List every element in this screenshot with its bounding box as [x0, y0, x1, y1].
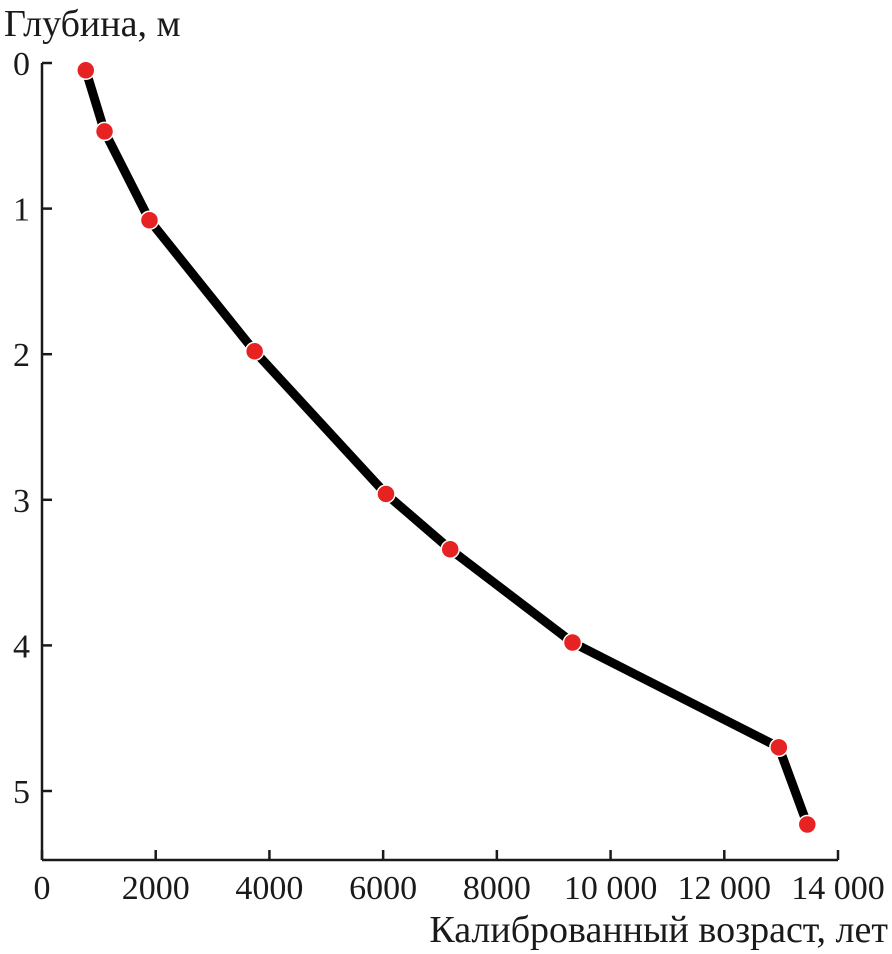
x-tick-label: 14 000	[791, 870, 885, 907]
data-point	[94, 121, 115, 142]
data-point	[440, 539, 460, 560]
y-tick-label: 0	[13, 46, 30, 83]
series-group	[76, 60, 818, 835]
x-tick-label: 0	[34, 870, 51, 907]
y-tick-label: 4	[13, 628, 30, 665]
x-tick-label: 6000	[349, 870, 417, 907]
x-tick-label: 4000	[235, 870, 303, 907]
y-tick-label: 3	[13, 483, 30, 520]
data-point	[376, 484, 396, 504]
y-tick-label: 1	[13, 192, 30, 229]
x-tick-label: 2000	[122, 870, 190, 907]
data-point	[139, 210, 160, 230]
data-point	[244, 341, 265, 362]
x-tick-label: 12 000	[678, 870, 772, 907]
x-tick-label: 10 000	[564, 870, 658, 907]
x-axis-title: Калиброванный возраст, лет	[429, 909, 888, 951]
y-tick-label: 5	[13, 774, 30, 811]
x-tick-label: 8000	[463, 870, 531, 907]
data-point	[76, 60, 96, 81]
data-point	[562, 632, 583, 653]
data-point	[797, 814, 818, 835]
data-point	[769, 737, 789, 758]
y-axis-title: Глубина, м	[4, 3, 181, 45]
series-line	[81, 65, 812, 829]
axes: 0 2000 4000 6000 8000 10 000 12 000 14 000 0 1 2 3 4…	[13, 46, 885, 907]
y-tick-label: 2	[13, 337, 30, 374]
